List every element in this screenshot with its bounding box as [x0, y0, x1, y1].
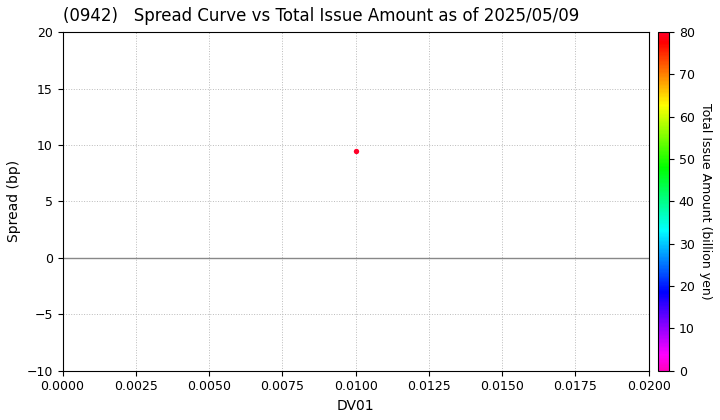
X-axis label: DV01: DV01: [337, 399, 374, 413]
Point: [350, 147, 361, 154]
Text: (0942)   Spread Curve vs Total Issue Amount as of 2025/05/09: (0942) Spread Curve vs Total Issue Amoun…: [63, 7, 579, 25]
Y-axis label: Total Issue Amount (billion yen): Total Issue Amount (billion yen): [698, 103, 711, 300]
Y-axis label: Spread (bp): Spread (bp): [7, 160, 21, 242]
